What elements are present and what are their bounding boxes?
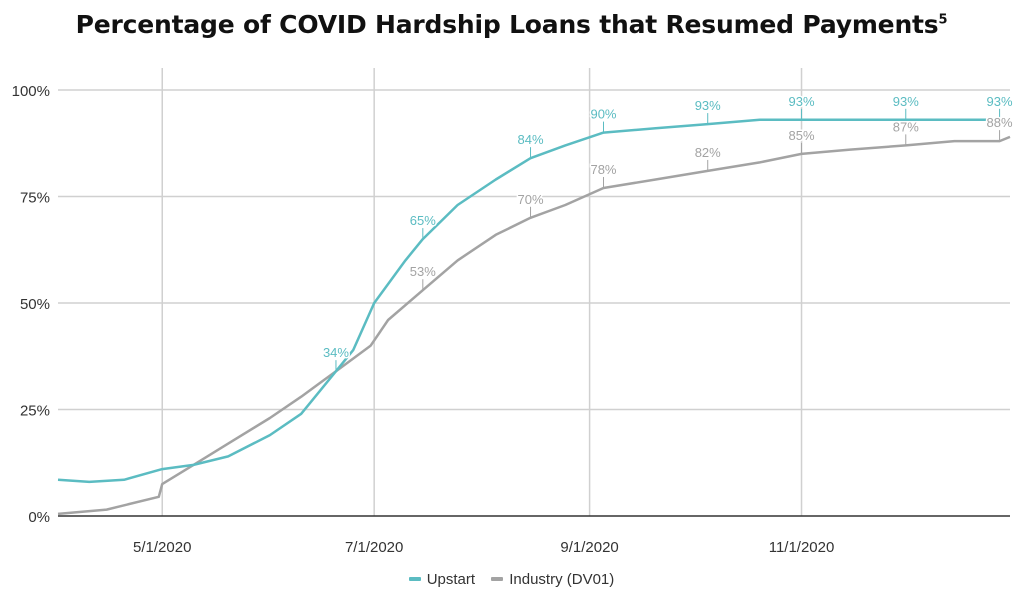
legend-item-upstart: Upstart <box>408 570 476 588</box>
legend-item-industry: Industry (DV01) <box>491 571 614 588</box>
industry-data-label: 85% <box>789 128 815 143</box>
legend-swatch-upstart <box>408 577 421 581</box>
upstart-data-label: 84% <box>518 132 544 147</box>
series-line-industry <box>57 135 1011 516</box>
x-tick-label: 5/1/2020 <box>133 539 191 556</box>
x-tick-label: 11/1/2020 <box>769 539 835 556</box>
series-line-upstart <box>57 118 1000 484</box>
axis-layer: 0% 25% 50% 75% 100% 5/1/2020 7/1/2020 9/1/2020 1… <box>12 83 1010 556</box>
y-tick-label: 50% <box>20 296 50 313</box>
industry-data-label: 87% <box>893 119 919 134</box>
legend-label-industry: Industry (DV01) <box>509 570 615 588</box>
upstart-data-label: 34% <box>323 345 349 360</box>
x-tick-label: 7/1/2020 <box>345 539 403 556</box>
upstart-data-label: 93% <box>789 94 815 109</box>
chart-title: Percentage of COVID Hardship Loans that … <box>0 10 1023 39</box>
title-superscript: 5 <box>938 12 948 28</box>
grid-layer <box>58 68 1010 516</box>
series-layer <box>57 118 1011 516</box>
upstart-data-label: 65% <box>410 213 436 228</box>
upstart-data-label: 93% <box>695 98 721 113</box>
chart-title-text: Percentage of COVID Hardship Loans that … <box>75 10 939 39</box>
y-tick-label: 75% <box>20 190 50 207</box>
label-layer: 34% 65% 84% 90% 93% 93% 93% 93% 53% 70% 78% 82% 85% 8… <box>321 92 1015 372</box>
industry-data-label: 82% <box>695 145 721 160</box>
industry-data-label: 70% <box>518 192 544 207</box>
y-tick-label: 0% <box>28 509 50 526</box>
x-tick-label: 9/1/2020 <box>560 539 618 556</box>
upstart-data-label: 90% <box>590 107 616 122</box>
y-tick-label: 25% <box>20 403 50 420</box>
legend: Upstart Industry (DV01) <box>0 568 1023 588</box>
legend-swatch-industry <box>491 577 504 581</box>
industry-data-label: 78% <box>590 162 616 177</box>
industry-data-label: 88% <box>987 115 1013 130</box>
y-tick-label: 100% <box>12 83 50 100</box>
industry-data-label: 53% <box>410 264 436 279</box>
legend-label-upstart: Upstart <box>426 570 476 588</box>
upstart-data-label: 93% <box>987 94 1013 109</box>
upstart-data-label: 93% <box>893 94 919 109</box>
